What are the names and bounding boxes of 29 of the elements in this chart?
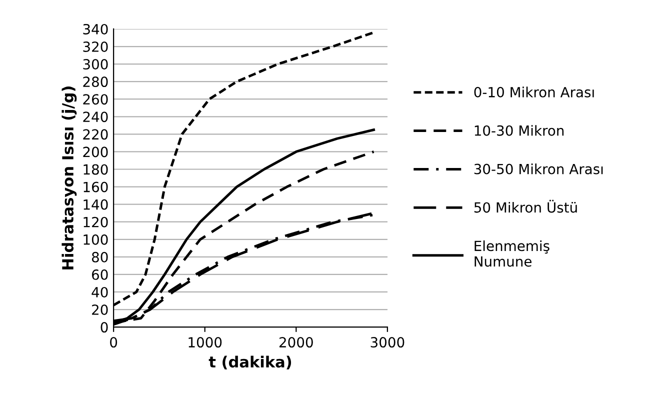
y-tick-label: 40 [92, 286, 108, 298]
legend-label: 30-50 Mikron Arası [474, 164, 603, 174]
y-tick-label: 100 [84, 234, 108, 245]
y-tick-label: 120 [84, 216, 108, 228]
x-tick-label: 0 [110, 337, 118, 348]
legend-label: Elenmemiş Numune [474, 240, 550, 267]
x-tick-label: 2000 [279, 337, 313, 348]
x-tick-label: 3000 [370, 337, 404, 348]
y-tick-label: 320 [83, 41, 108, 52]
y-tick-label: 80 [92, 252, 108, 262]
legend-label: 50 Mikron Üstü [474, 200, 577, 213]
y-tick-label: 280 [83, 76, 108, 88]
legend-label: 0-10 Mikron Arası [474, 86, 594, 98]
legend-label: 10-30 Mikron [474, 125, 564, 136]
y-tick-label: 220 [83, 129, 108, 140]
y-tick-label: 200 [83, 146, 108, 158]
y-tick-label: 340 [83, 24, 108, 34]
x-tick-label: 1000 [188, 337, 222, 348]
y-tick-label: 180 [84, 164, 108, 175]
y-tick-label: 300 [83, 59, 108, 70]
y-tick-label: 160 [84, 182, 108, 192]
y-axis-title: Hidratasyon Isısı (j/g) [62, 86, 77, 270]
y-tick-label: 0 [100, 322, 108, 333]
y-tick-label: 20 [92, 304, 108, 315]
y-tick-label: 60 [92, 269, 108, 280]
y-tick-label: 140 [84, 199, 108, 210]
y-tick-label: 240 [83, 112, 108, 122]
y-tick-label: 260 [83, 94, 108, 105]
x-axis-title: t (dakika) [208, 356, 292, 370]
